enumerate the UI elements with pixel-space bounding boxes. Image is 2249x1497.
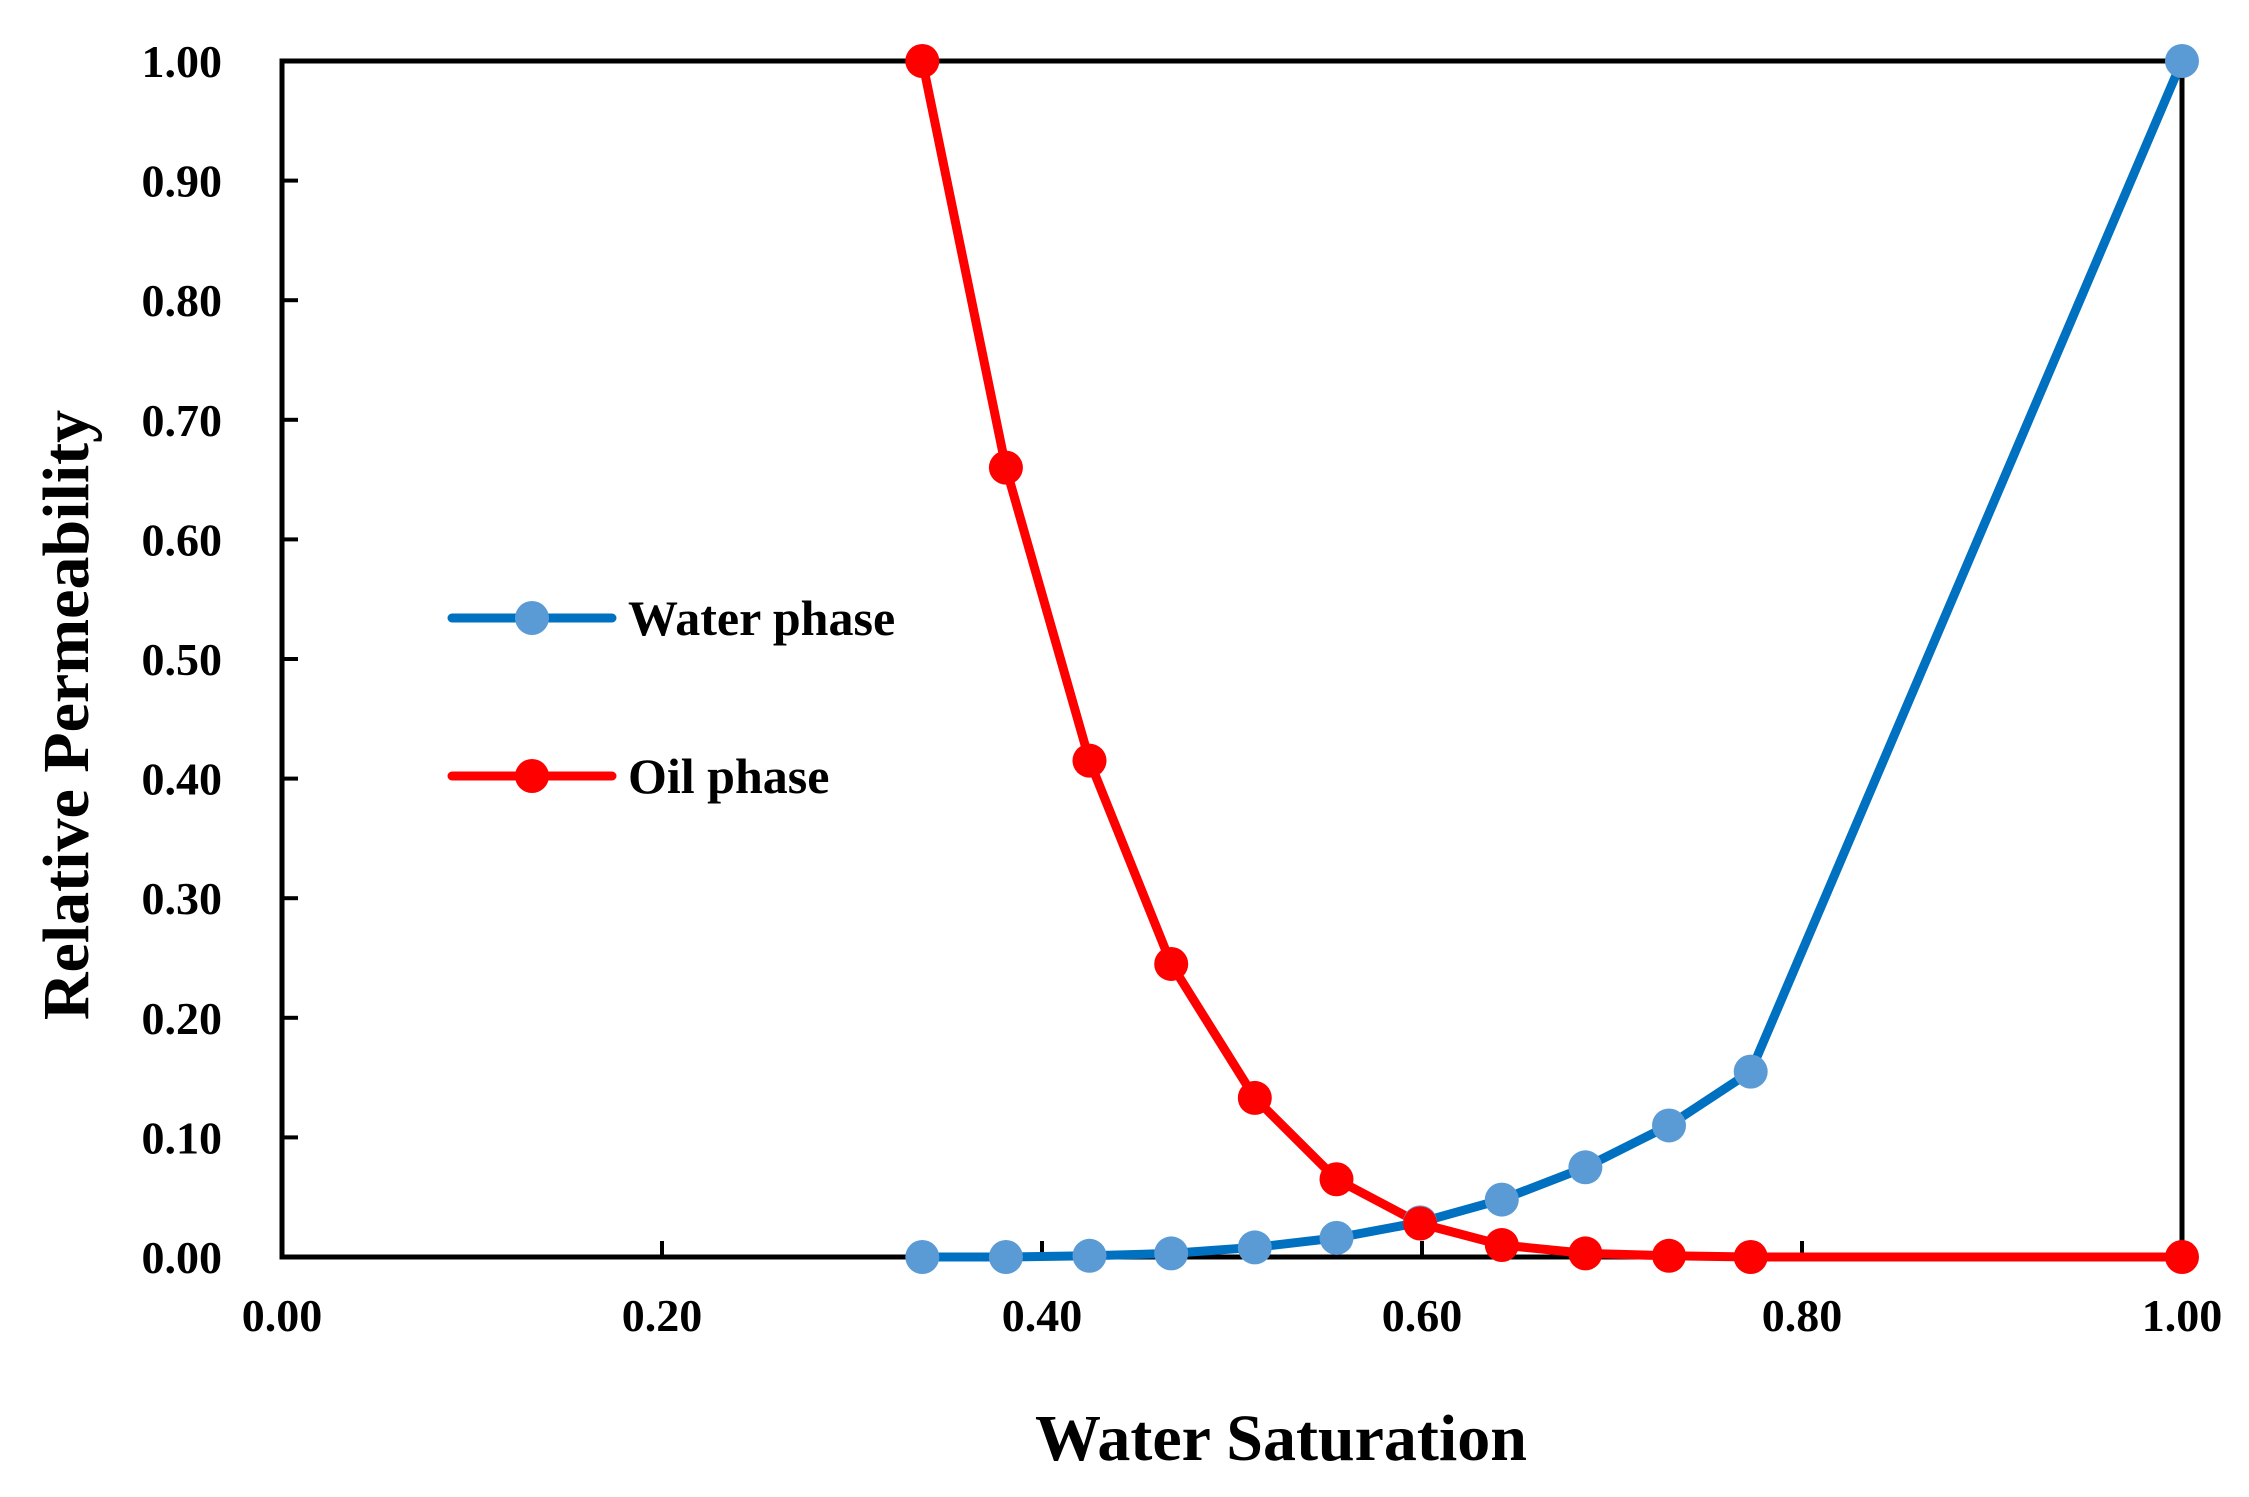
water-phase-point	[1484, 1182, 1519, 1217]
y-tick-label: 0.10	[142, 1112, 223, 1163]
x-tick-label: 0.40	[1002, 1290, 1083, 1341]
water-phase-point	[1733, 1054, 1768, 1089]
oil-phase-point	[2165, 1240, 2199, 1274]
legend-water-marker	[515, 601, 549, 635]
y-tick-label: 0.50	[142, 634, 223, 685]
x-tick-label: 0.20	[622, 1290, 703, 1341]
oil-phase-point	[1072, 743, 1107, 778]
water-phase-point	[1652, 1108, 1686, 1143]
oil-phase-point	[905, 44, 940, 78]
water-phase-point	[1154, 1236, 1189, 1271]
oil-phase-point	[1733, 1240, 1768, 1274]
legend-oil-marker	[515, 759, 549, 793]
oil-phase-point	[988, 450, 1023, 485]
oil-phase-point	[1484, 1228, 1519, 1263]
water-phase-point	[2165, 44, 2199, 78]
x-tick-label: 1.00	[2142, 1290, 2223, 1341]
x-axis-title: Water Saturation	[1035, 1402, 1527, 1475]
oil-phase-point	[1652, 1238, 1686, 1273]
y-tick-label: 0.90	[142, 156, 223, 207]
oil-phase-point	[1403, 1206, 1438, 1241]
y-tick-label: 0.30	[142, 873, 223, 924]
water-phase-point	[905, 1240, 940, 1274]
water-phase-point	[1237, 1230, 1272, 1265]
legend-oil-label: Oil phase	[628, 748, 829, 804]
oil-phase-point	[1568, 1236, 1603, 1271]
y-tick-label: 0.20	[142, 993, 223, 1044]
legend-water-label: Water phase	[628, 590, 895, 646]
y-tick-label: 0.00	[142, 1232, 223, 1283]
y-axis-title: Relative Permeability	[30, 410, 103, 1020]
water-phase-point	[1072, 1238, 1107, 1273]
y-tick-label: 0.60	[142, 514, 223, 565]
water-phase-point	[988, 1240, 1023, 1274]
oil-phase-line	[917, 56, 2187, 1262]
oil-phase-point	[1154, 946, 1189, 981]
y-tick-label: 1.00	[142, 36, 223, 87]
water-phase-line	[917, 56, 2187, 1262]
oil-phase-point	[1237, 1080, 1272, 1115]
y-tick-label: 0.40	[142, 754, 223, 805]
oil-phase-point	[1319, 1162, 1354, 1197]
plot-area-frame	[279, 58, 2185, 1260]
water-phase-point	[1319, 1220, 1354, 1255]
x-tick-label: 0.00	[242, 1290, 323, 1341]
water-phase-point	[1568, 1150, 1603, 1185]
y-tick-label: 0.70	[142, 395, 223, 446]
x-tick-label: 0.60	[1382, 1290, 1463, 1341]
x-tick-label: 0.80	[1762, 1290, 1843, 1341]
y-tick-label: 0.80	[142, 275, 223, 326]
